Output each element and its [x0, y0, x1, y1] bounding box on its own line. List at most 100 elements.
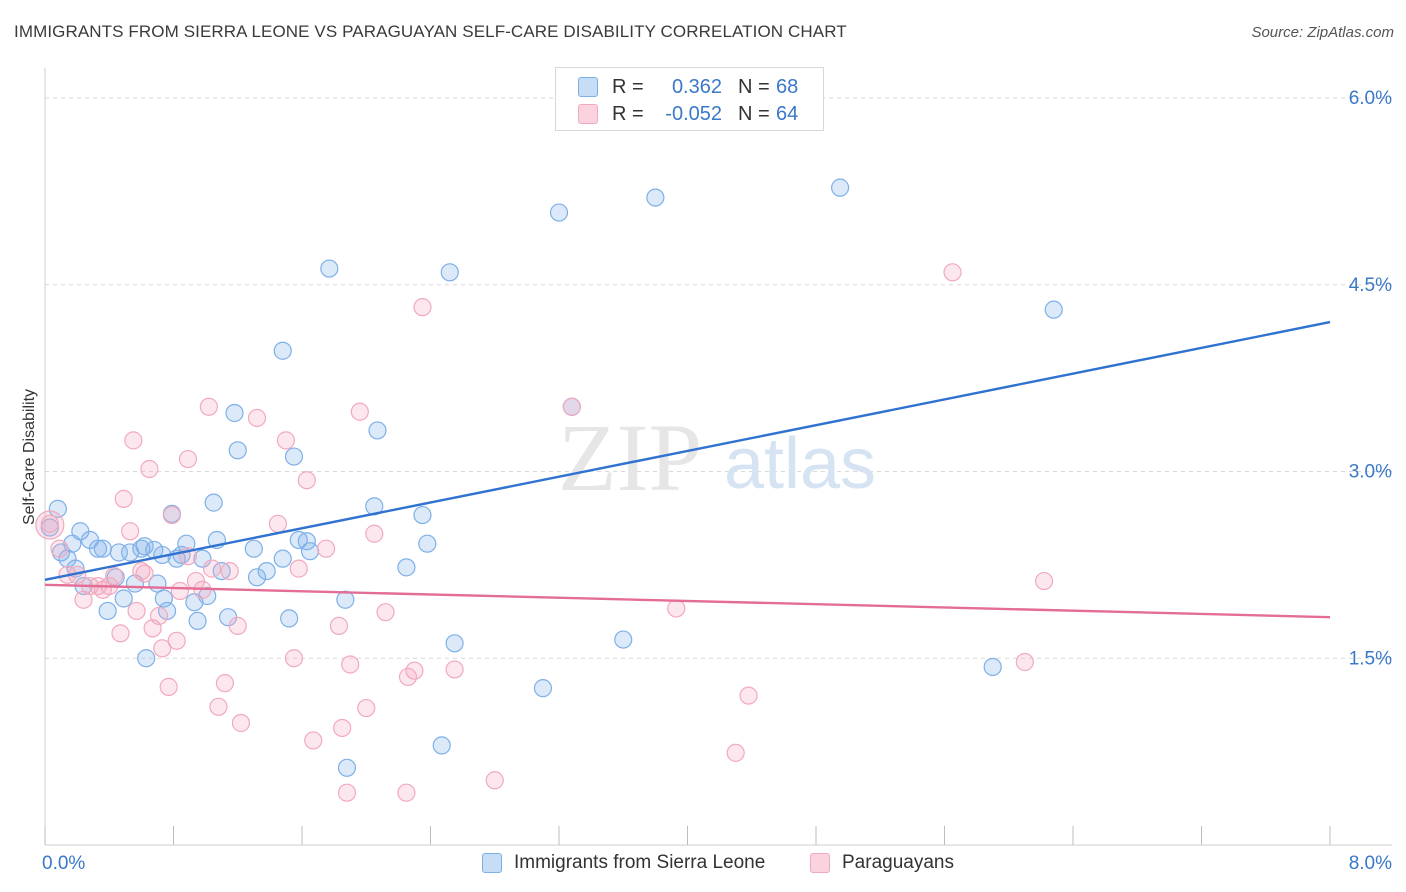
point-paraguayan [178, 449, 198, 469]
point-paraguayan [405, 661, 424, 680]
point-sierra-leone [440, 263, 459, 282]
point-paraguayan [228, 616, 247, 635]
chart-title: IMMIGRANTS FROM SIERRA LEONE VS PARAGUAY… [14, 22, 847, 41]
point-sierra-leone [88, 539, 108, 558]
point-sierra-leone [244, 539, 263, 558]
point-paraguayan [114, 489, 133, 508]
point-sierra-leone [98, 601, 117, 621]
point-paraguayan [316, 539, 336, 558]
legend-row-paraguayans: R = -0.052 N = 64 [578, 102, 798, 126]
point-paraguayan [739, 686, 758, 705]
point-paraguayan [667, 599, 686, 618]
legend-r-label: R = [612, 102, 644, 125]
y-tick-label: 3.0% [1349, 462, 1392, 483]
trend-line-sierra-leone [44, 320, 1331, 581]
point-sierra-leone [830, 178, 850, 197]
bottom-legend-paraguayans: Paraguayans [810, 852, 954, 874]
point-paraguayan [350, 402, 369, 421]
point-sierra-leone [413, 505, 432, 525]
point-paraguayan [202, 559, 222, 578]
legend-r-value: -0.052 [665, 102, 722, 125]
grid-layer [45, 97, 1392, 659]
point-paraguayan [121, 522, 140, 541]
point-paraguayan [127, 601, 146, 621]
point-sierra-leone [1044, 300, 1063, 319]
point-paraguayan [284, 649, 304, 668]
point-sierra-leone [368, 421, 387, 440]
bottom-legend-label: Immigrants from Sierra Leone [514, 852, 766, 873]
point-paraguayan [111, 624, 130, 643]
y-tick-label: 4.5% [1349, 275, 1392, 296]
point-sierra-leone [273, 549, 292, 568]
point-sierra-leone [397, 558, 416, 577]
point-sierra-leone [132, 539, 151, 558]
bottom-legend-label: Paraguayans [842, 852, 954, 873]
point-sierra-leone [646, 188, 665, 207]
point-paraguayan [304, 731, 323, 750]
point-paraguayan [220, 561, 239, 581]
trend-layer [44, 320, 1331, 619]
point-sierra-leone [228, 441, 247, 460]
point-sierra-leone [188, 611, 207, 631]
point-paraguayan [149, 606, 169, 626]
point-paraguayan [199, 397, 218, 416]
point-paraguayan [1034, 571, 1054, 591]
x-tick-label: 0.0% [42, 853, 85, 874]
point-sierra-leone [135, 537, 154, 556]
legend-swatch-blue [578, 77, 598, 97]
point-sierra-leone [204, 493, 223, 512]
point-sierra-leone [614, 630, 633, 649]
point-paraguayan [170, 581, 190, 601]
point-sierra-leone [336, 590, 355, 609]
point-sierra-leone [432, 736, 451, 755]
point-paraguayan [50, 539, 69, 558]
point-paraguayan [413, 298, 432, 317]
bottom-legend-swatch-pink [810, 853, 830, 873]
point-paraguayan [153, 639, 172, 658]
y-tick-label: 1.5% [1349, 648, 1392, 669]
watermark-atlas: atlas [724, 424, 876, 504]
point-sierra-leone [137, 649, 156, 668]
source-label: Source: ZipAtlas.com [1251, 24, 1394, 41]
point-sierra-leone [193, 549, 212, 568]
legend-row-sierra-leone: R = 0.362 N = 68 [578, 75, 798, 99]
legend-r-label: R = [612, 75, 644, 98]
axis-layer: 1.5% 3.0% 4.5% 6.0% 0.0% 8.0% [42, 68, 1392, 874]
point-sierra-leone [284, 447, 304, 466]
point-sierra-leone [320, 259, 339, 278]
point-paraguayan [268, 514, 288, 533]
point-sierra-leone [445, 634, 464, 653]
point-paraguayan [162, 505, 181, 525]
point-paraguayan [376, 603, 395, 622]
point-paraguayan [215, 674, 234, 693]
point-paraguayan [40, 514, 59, 533]
legend: R = 0.362 N = 68 R = -0.052 N = 64 [555, 67, 824, 131]
bottom-legend-swatch-blue [482, 853, 502, 873]
point-sierra-leone [418, 534, 437, 553]
bottom-legend-sierra-leone: Immigrants from Sierra Leone [482, 852, 765, 874]
legend-swatch-pink [578, 104, 598, 124]
point-paraguayan [485, 771, 504, 790]
point-sierra-leone [273, 341, 292, 360]
point-paraguayan [167, 631, 186, 650]
point-paraguayan [297, 471, 316, 490]
point-paraguayan [276, 431, 296, 450]
point-paraguayan [337, 783, 357, 802]
points-layer [35, 178, 1063, 802]
point-sierra-leone [297, 532, 316, 551]
point-paraguayan [132, 561, 151, 581]
point-paraguayan [333, 718, 352, 738]
point-paraguayan [247, 408, 267, 428]
point-paraguayan [329, 616, 349, 635]
point-paraguayan [159, 677, 178, 696]
point-paraguayan [104, 566, 124, 586]
point-paraguayan [943, 263, 962, 282]
point-sierra-leone [198, 586, 217, 606]
y-axis-label: Self-Care Disability [21, 388, 38, 526]
point-paraguayan [1015, 652, 1034, 672]
legend-r-value: 0.362 [671, 75, 722, 98]
point-sierra-leone [280, 609, 299, 628]
point-sierra-leone [247, 568, 267, 587]
point-paraguayan [365, 524, 384, 543]
